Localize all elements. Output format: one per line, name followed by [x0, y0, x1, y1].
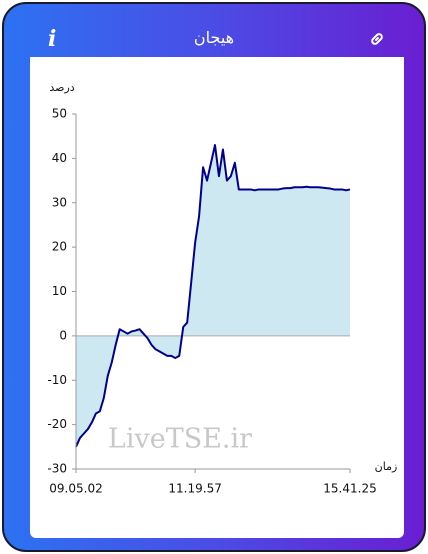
y-tick-label: -20	[47, 417, 67, 431]
y-tick-label: 30	[52, 195, 67, 209]
y-tick-label: 50	[52, 107, 67, 121]
header-title: هیجان	[193, 28, 235, 47]
x-axis-label: زمان	[375, 460, 398, 473]
link-icon[interactable]	[368, 30, 386, 48]
y-tick-label: 20	[52, 240, 67, 254]
y-tick-label: 40	[52, 151, 67, 165]
info-button[interactable]: i	[48, 26, 57, 52]
data-line	[75, 144, 351, 448]
y-tick-label: 0	[59, 328, 67, 342]
y-axis-label: درصد	[49, 81, 74, 94]
y-tick-label: -30	[47, 462, 67, 476]
y-tick-label: 10	[52, 284, 67, 298]
x-tick-label: 11.19.57	[168, 482, 221, 496]
area-fill	[76, 145, 350, 447]
watermark: LiveTSE.ir	[108, 424, 252, 455]
y-tick-label: -10	[47, 373, 67, 387]
x-tick-label: 15.41.25	[323, 482, 376, 496]
x-tick-label: 09.05.02	[49, 482, 102, 496]
